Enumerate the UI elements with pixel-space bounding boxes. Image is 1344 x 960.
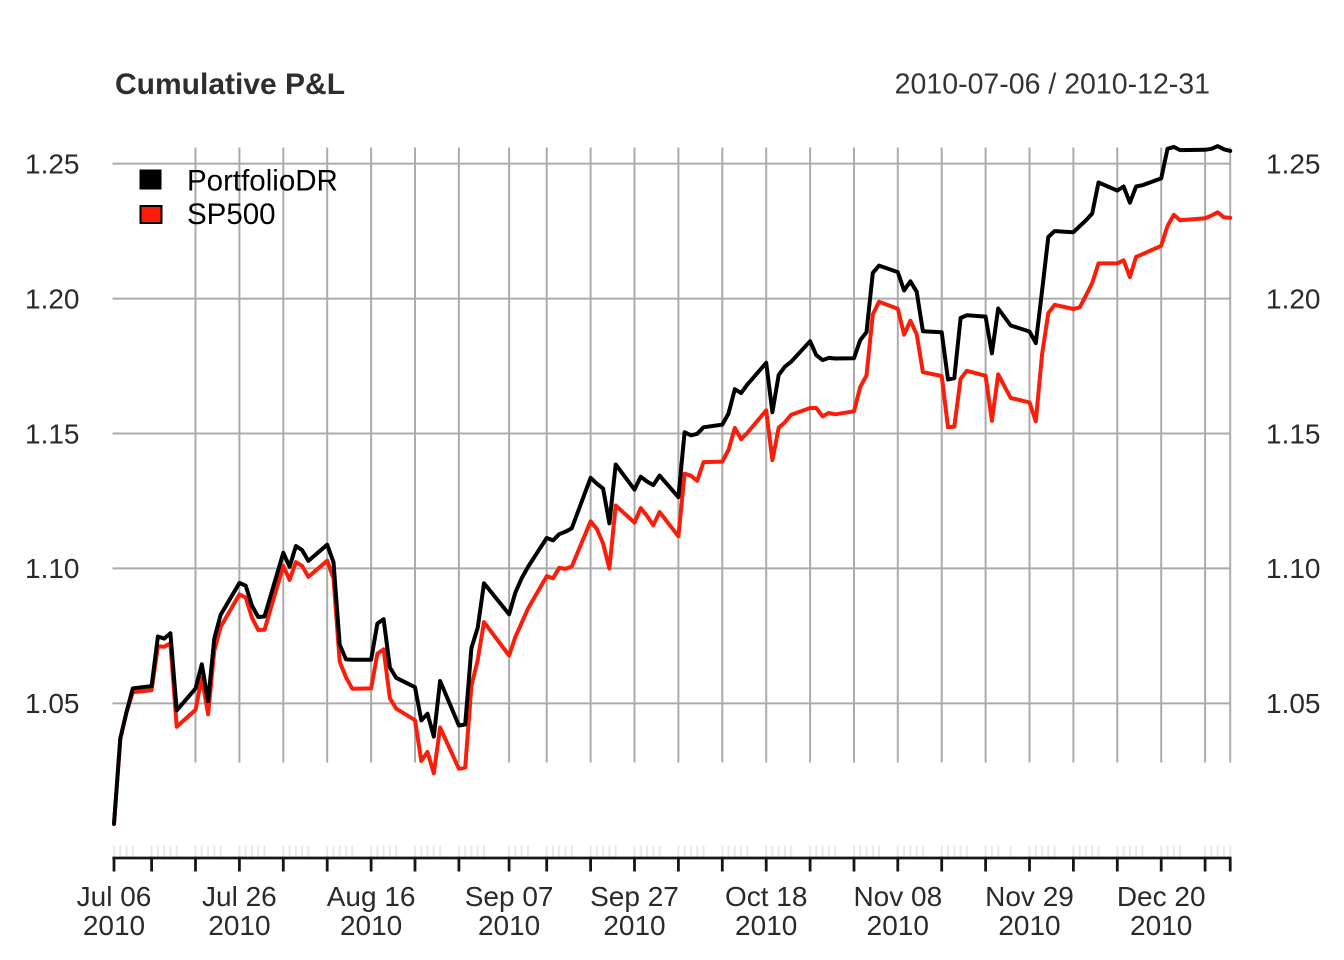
svg-text:1.25: 1.25	[1266, 148, 1321, 179]
svg-text:Dec 20: Dec 20	[1117, 881, 1206, 912]
svg-text:2010: 2010	[998, 910, 1060, 941]
svg-text:Cumulative P&L: Cumulative P&L	[115, 68, 345, 101]
svg-text:2010: 2010	[340, 910, 402, 941]
svg-text:1.15: 1.15	[1266, 418, 1321, 449]
svg-text:2010: 2010	[735, 910, 797, 941]
svg-text:Jul 26: Jul 26	[202, 881, 277, 912]
svg-text:2010: 2010	[478, 910, 540, 941]
svg-text:1.05: 1.05	[25, 688, 80, 719]
svg-text:Sep 27: Sep 27	[590, 881, 679, 912]
svg-text:Sep 07: Sep 07	[465, 881, 554, 912]
svg-text:PortfolioDR: PortfolioDR	[187, 164, 338, 197]
svg-text:1.05: 1.05	[1266, 688, 1321, 719]
svg-text:Nov 08: Nov 08	[853, 881, 942, 912]
svg-text:1.10: 1.10	[1266, 553, 1321, 584]
svg-text:2010: 2010	[208, 910, 270, 941]
svg-text:1.10: 1.10	[25, 553, 80, 584]
svg-text:Aug 16: Aug 16	[327, 881, 416, 912]
svg-text:Jul 06: Jul 06	[77, 881, 152, 912]
svg-text:Oct 18: Oct 18	[725, 881, 807, 912]
svg-text:2010: 2010	[603, 910, 665, 941]
svg-text:2010: 2010	[1130, 910, 1192, 941]
svg-text:2010: 2010	[83, 910, 145, 941]
svg-text:2010: 2010	[867, 910, 929, 941]
svg-text:1.20: 1.20	[1266, 283, 1321, 314]
svg-text:1.25: 1.25	[25, 148, 80, 179]
svg-text:1.15: 1.15	[25, 418, 80, 449]
svg-text:SP500: SP500	[187, 198, 276, 231]
svg-text:Nov 29: Nov 29	[985, 881, 1074, 912]
svg-text:2010-07-06 / 2010-12-31: 2010-07-06 / 2010-12-31	[895, 69, 1210, 101]
svg-text:1.20: 1.20	[25, 283, 80, 314]
